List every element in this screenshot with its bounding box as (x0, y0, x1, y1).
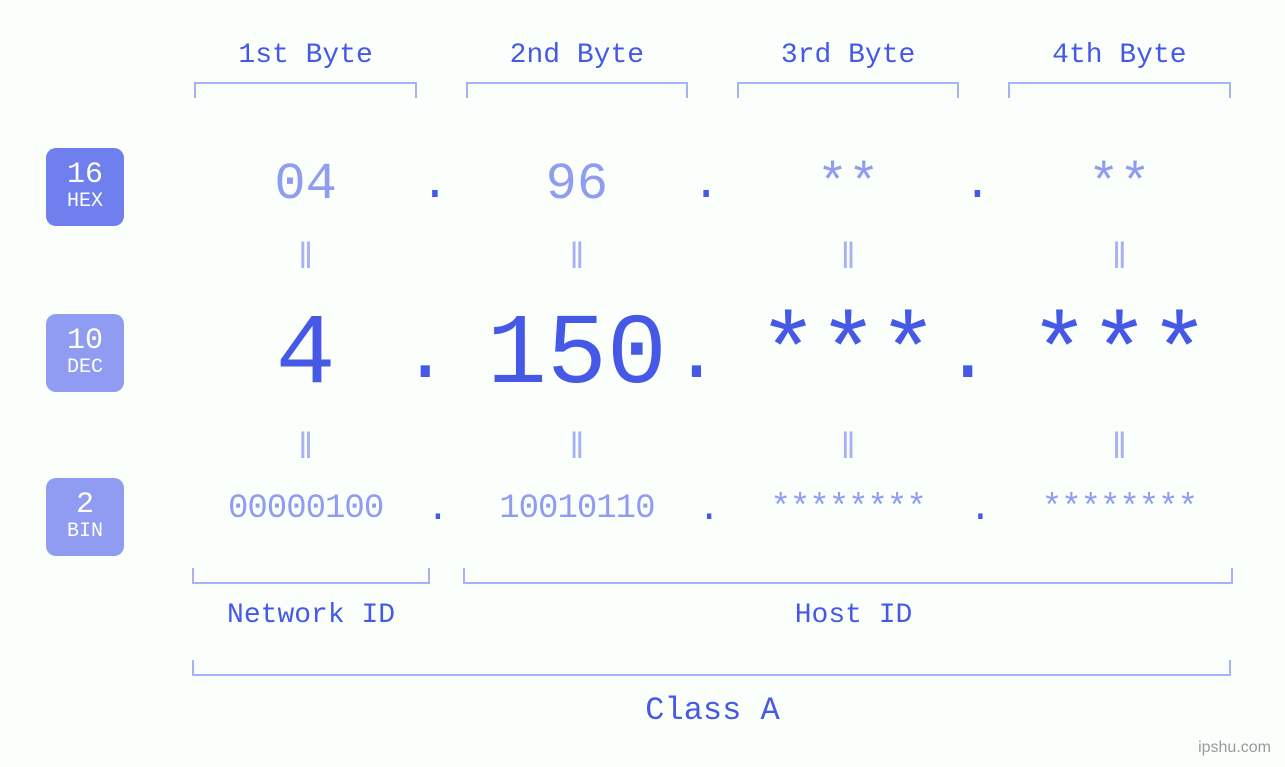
badge-base: 16 (67, 160, 103, 190)
host-id-label: Host ID (452, 600, 1255, 631)
badge-base: 10 (67, 326, 103, 356)
hex-byte: ** (984, 155, 1255, 214)
byte-header: 1st Byte (170, 40, 441, 71)
hex-byte: ** (713, 155, 984, 214)
bin-row: 00000100. 10010110. ********. ******** (170, 490, 1255, 528)
bracket-icon (466, 82, 688, 98)
bracket-icon (737, 82, 959, 98)
bin-byte: ******** (984, 490, 1255, 528)
badge-label: DEC (67, 356, 103, 380)
equals-icon: ǁ (441, 238, 712, 279)
equals-icon: ǁ (441, 428, 712, 469)
bin-byte: ******** (713, 490, 984, 528)
ip-diagram: 1st Byte 2nd Byte 3rd Byte 4th Byte 16 H… (0, 0, 1285, 767)
equals-icon: ǁ (984, 428, 1255, 469)
equals-icon: ǁ (713, 238, 984, 279)
dec-badge: 10 DEC (46, 314, 124, 392)
bracket-icon (192, 568, 431, 584)
byte-headers-row: 1st Byte 2nd Byte 3rd Byte 4th Byte (170, 40, 1255, 71)
network-id-label: Network ID (170, 600, 452, 631)
equals-icon: ǁ (170, 238, 441, 279)
bin-badge: 2 BIN (46, 478, 124, 556)
class-label: Class A (170, 692, 1255, 729)
hex-byte: 04 (170, 155, 441, 214)
byte-header: 2nd Byte (441, 40, 712, 71)
bracket-icon (463, 568, 1233, 584)
dec-byte: *** (984, 300, 1255, 413)
hex-byte: 96 (441, 155, 712, 214)
top-brackets (170, 82, 1255, 98)
equals-row: ǁ ǁ ǁ ǁ (170, 238, 1255, 279)
bin-byte: 00000100 (170, 490, 441, 528)
badge-label: HEX (67, 190, 103, 214)
byte-header: 3rd Byte (713, 40, 984, 71)
bracket-icon (194, 82, 416, 98)
bin-byte: 10010110 (441, 490, 712, 528)
dec-row: 4. 150. ***. *** (170, 300, 1255, 413)
equals-row: ǁ ǁ ǁ ǁ (170, 428, 1255, 469)
hex-row: 04. 96. **. ** (170, 155, 1255, 214)
watermark: ipshu.com (1198, 739, 1271, 757)
bracket-icon (192, 660, 1231, 676)
id-labels-row: Network ID Host ID (170, 600, 1255, 631)
bracket-icon (1008, 82, 1230, 98)
badge-base: 2 (76, 490, 94, 520)
equals-icon: ǁ (170, 428, 441, 469)
byte-header: 4th Byte (984, 40, 1255, 71)
badge-label: BIN (67, 520, 103, 544)
equals-icon: ǁ (713, 428, 984, 469)
equals-icon: ǁ (984, 238, 1255, 279)
id-brackets (170, 568, 1255, 584)
hex-badge: 16 HEX (46, 148, 124, 226)
